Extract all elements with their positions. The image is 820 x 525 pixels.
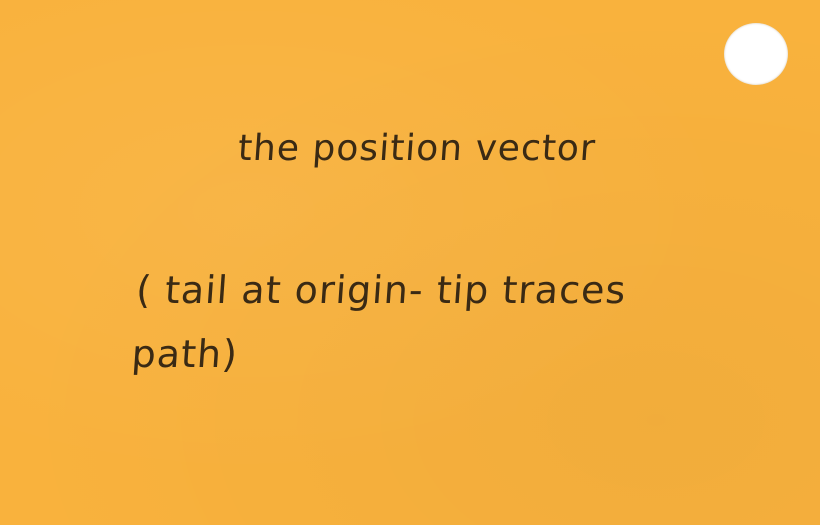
definition-line-2: path): [130, 332, 240, 376]
definition-line-1: ( tail at origin- tip traces: [134, 268, 628, 312]
card-term: the position vector: [236, 128, 598, 169]
card-definition: ( tail at origin- tip traces path): [130, 258, 629, 386]
punch-hole: [724, 23, 788, 85]
